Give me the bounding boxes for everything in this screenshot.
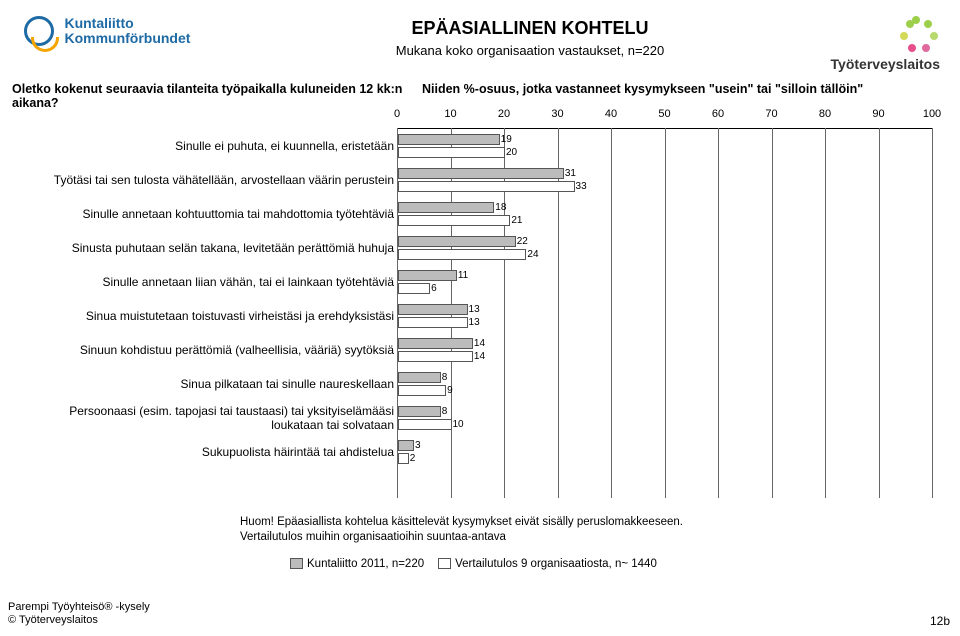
bar-value: 13 — [469, 304, 487, 315]
bar-value: 10 — [453, 419, 471, 430]
question-left: Oletko kokenut seuraavia tilanteita työp… — [12, 82, 412, 110]
category-label: Työtäsi tai sen tulosta vähätellään, arv… — [14, 174, 394, 188]
kuntaliitto-logo-text: KuntaliittoKommunförbundet — [64, 16, 190, 45]
gridline — [879, 128, 880, 498]
bar-value: 9 — [447, 385, 465, 396]
bar-value: 14 — [474, 351, 492, 362]
gridline — [718, 128, 719, 498]
category-label: Sinulle ei puhuta, ei kuunnella, eristet… — [14, 140, 394, 154]
bar-value: 6 — [431, 283, 449, 294]
category-label: Sinuun kohdistuu perättömiä (valheellisi… — [14, 344, 394, 358]
bar: 22 — [398, 236, 516, 247]
bar-value: 33 — [576, 181, 594, 192]
page-subtitle: Mukana koko organisaation vastaukset, n=… — [300, 43, 760, 58]
tyoterveyslaitos-logo: Työterveyslaitos — [831, 14, 940, 72]
gridline — [665, 128, 666, 498]
legend-item: Vertailutulos 9 organisaatiosta, n~ 1440 — [438, 558, 657, 570]
bar-chart: Sinulle ei puhuta, ei kuunnella, eristet… — [12, 108, 932, 498]
bar: 33 — [398, 181, 575, 192]
gridline — [932, 128, 933, 498]
question-right: Niiden %-osuus, jotka vastanneet kysymyk… — [422, 82, 948, 96]
x-tick: 20 — [498, 108, 510, 120]
chart-legend: Kuntaliitto 2011, n=220 Vertailutulos 9 o… — [290, 558, 671, 570]
kuntaliitto-logo: KuntaliittoKommunförbundet — [24, 16, 190, 46]
x-tick: 80 — [819, 108, 831, 120]
legend-label: Vertailutulos 9 organisaatiosta, n~ 1440 — [455, 558, 657, 570]
category-label: Sinua muistutetaan toistuvasti virheistä… — [14, 310, 394, 324]
bar: 18 — [398, 202, 494, 213]
category-label: Sinulle annetaan liian vähän, tai ei lai… — [14, 276, 394, 290]
x-tick: 100 — [923, 108, 941, 120]
bar: 14 — [398, 351, 473, 362]
bar-value: 2 — [410, 453, 428, 464]
kuntaliitto-logo-icon — [24, 16, 54, 46]
legend-swatch — [290, 558, 303, 569]
x-tick: 40 — [605, 108, 617, 120]
bar: 2 — [398, 453, 409, 464]
category-label: Sinusta puhutaan selän takana, levitetää… — [14, 242, 394, 256]
bar: 10 — [398, 419, 452, 430]
bar-value: 8 — [442, 372, 460, 383]
bar: 8 — [398, 406, 441, 417]
bar-value: 22 — [517, 236, 535, 247]
chart-note: Huom! Epäasiallista kohtelua käsittelevä… — [240, 515, 683, 545]
legend-item: Kuntaliitto 2011, n=220 — [290, 558, 424, 570]
x-axis: 0102030405060708090100 — [397, 108, 932, 126]
gridline — [825, 128, 826, 498]
bar: 8 — [398, 372, 441, 383]
category-label: Sinua pilkataan tai sinulle naureskellaa… — [14, 378, 394, 392]
gridline — [611, 128, 612, 498]
bar-value: 21 — [511, 215, 529, 226]
category-label: Sukupuolista häirintää tai ahdistelua — [14, 446, 394, 460]
bar-value: 20 — [506, 147, 524, 158]
footer-page-number: 12b — [930, 614, 950, 628]
category-label: Persoonaasi (esim. tapojasi tai taustaas… — [14, 405, 394, 433]
bar-value: 19 — [501, 134, 519, 145]
bar: 21 — [398, 215, 510, 226]
bar: 14 — [398, 338, 473, 349]
page-title: EPÄASIALLINEN KOHTELU — [300, 18, 760, 39]
bar: 19 — [398, 134, 500, 145]
gridline — [772, 128, 773, 498]
x-tick: 10 — [444, 108, 456, 120]
bar: 6 — [398, 283, 430, 294]
x-tick: 70 — [765, 108, 777, 120]
bar-value: 31 — [565, 168, 583, 179]
tyoterveyslaitos-logo-icon — [900, 14, 940, 54]
legend-swatch — [438, 558, 451, 569]
bar-value: 8 — [442, 406, 460, 417]
bar: 13 — [398, 317, 468, 328]
bar-value: 13 — [469, 317, 487, 328]
bar: 3 — [398, 440, 414, 451]
x-tick: 60 — [712, 108, 724, 120]
bar: 24 — [398, 249, 526, 260]
bar: 11 — [398, 270, 457, 281]
bar-value: 3 — [415, 440, 433, 451]
bar-value: 11 — [458, 270, 476, 281]
bar: 20 — [398, 147, 505, 158]
footer-left: Parempi Työyhteisö® -kysely © Työterveys… — [8, 601, 150, 629]
x-tick: 50 — [658, 108, 670, 120]
x-tick: 90 — [872, 108, 884, 120]
bar: 31 — [398, 168, 564, 179]
bar-value: 18 — [495, 202, 513, 213]
bar: 13 — [398, 304, 468, 315]
category-label: Sinulle annetaan kohtuuttomia tai mahdot… — [14, 208, 394, 222]
x-tick: 0 — [394, 108, 400, 120]
x-tick: 30 — [551, 108, 563, 120]
bar-value: 14 — [474, 338, 492, 349]
bar: 9 — [398, 385, 446, 396]
legend-label: Kuntaliitto 2011, n=220 — [307, 558, 424, 570]
bar-value: 24 — [527, 249, 545, 260]
